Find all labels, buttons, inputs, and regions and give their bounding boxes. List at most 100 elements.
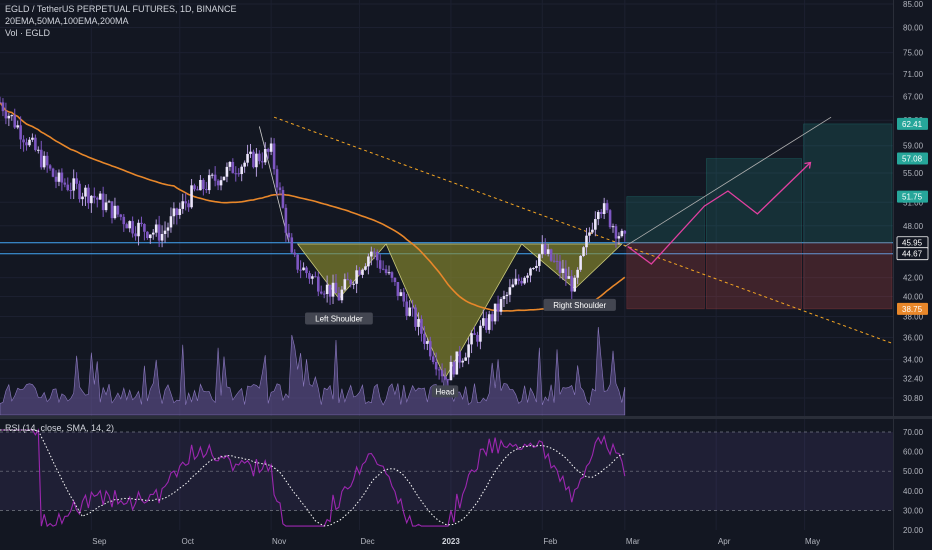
candle-body xyxy=(529,268,532,276)
candle-body xyxy=(101,193,105,211)
candle-body xyxy=(37,149,40,151)
candle-body xyxy=(63,182,67,185)
candle-body xyxy=(502,296,506,300)
candle-body xyxy=(4,111,8,119)
label-text: Right Shoulder xyxy=(553,301,606,310)
candle-body xyxy=(249,151,252,154)
candle-body xyxy=(210,174,214,176)
candle-body xyxy=(95,197,99,200)
candle-body xyxy=(216,180,220,186)
price-axis: 85.0080.0075.0071.0067.0063.0059.0055.00… xyxy=(896,0,929,535)
candle-body xyxy=(614,226,618,239)
vol-legend: Vol · EGLD xyxy=(5,28,51,38)
price-tick-label: 30.80 xyxy=(903,394,924,403)
time-tick-label: May xyxy=(805,537,820,546)
candle-body xyxy=(390,272,394,278)
time-tick-label: Nov xyxy=(272,537,286,546)
candle-body xyxy=(193,185,196,190)
candle-body xyxy=(160,233,164,241)
candle-body xyxy=(599,212,603,215)
candle-body xyxy=(375,251,379,261)
candle-body xyxy=(602,203,606,215)
rsi-tick-label: 40.00 xyxy=(903,487,924,496)
candle-body xyxy=(437,369,441,371)
candle-body xyxy=(405,301,409,316)
candle-body xyxy=(113,205,117,219)
price-badge xyxy=(897,152,928,165)
candle-body xyxy=(57,172,61,182)
candle-body xyxy=(275,169,279,188)
candle-body xyxy=(496,303,500,312)
candle-body xyxy=(470,333,473,345)
candle-body xyxy=(596,212,600,220)
candle-body xyxy=(172,208,176,217)
price-tick-label: 36.00 xyxy=(903,333,924,342)
candle-body xyxy=(231,161,235,174)
candle-body xyxy=(520,280,523,284)
symbol-title: EGLD / TetherUS PERPETUAL FUTURES, 1D, B… xyxy=(5,4,237,14)
candle-body xyxy=(287,232,291,238)
time-tick-label: Feb xyxy=(543,537,557,546)
drop-line xyxy=(258,126,290,243)
candle-body xyxy=(202,179,205,190)
rsi-legend: RSI (14, close, SMA, 14, 2) xyxy=(5,423,115,433)
label-left-shoulder: Left Shoulder xyxy=(305,312,373,325)
uptrend-line xyxy=(624,116,832,247)
candle-body xyxy=(263,148,267,163)
candle-body xyxy=(175,208,179,216)
time-tick-label: Dec xyxy=(360,537,374,546)
candle-body xyxy=(535,265,538,268)
candle-body xyxy=(549,249,553,261)
price-badge-label: 62.41 xyxy=(902,120,923,129)
pattern-labels: Left Shoulder Head Right Shoulder xyxy=(305,298,616,398)
price-badge xyxy=(897,117,928,130)
candle-body xyxy=(240,166,243,175)
candle-body xyxy=(508,287,512,295)
price-badge-label: 45.95 xyxy=(902,239,923,248)
candle-body xyxy=(617,236,621,239)
rsi-tick-label: 30.00 xyxy=(903,506,924,515)
candle-body xyxy=(299,269,302,271)
label-bg xyxy=(305,312,373,325)
candle-body xyxy=(107,201,111,203)
candle-body xyxy=(51,168,55,177)
candle-body xyxy=(393,277,397,283)
target-zone xyxy=(706,158,802,244)
candle-body xyxy=(16,125,19,128)
price-badge xyxy=(896,247,929,261)
rsi-tick-label: 50.00 xyxy=(903,467,924,476)
candle-body xyxy=(358,270,361,275)
price-badge-label: 57.08 xyxy=(902,155,923,164)
candle-body xyxy=(346,279,350,281)
rsi-signal-line xyxy=(0,429,625,527)
candle-body xyxy=(367,256,370,267)
candle-body xyxy=(364,266,367,270)
projection-line xyxy=(627,162,811,265)
candle-body xyxy=(48,165,52,169)
price-tick-label: 40.00 xyxy=(903,293,924,302)
candle-body xyxy=(0,102,2,104)
candle-body xyxy=(458,351,462,363)
price-badge-label: 38.75 xyxy=(902,305,923,314)
price-badge-label: 51.75 xyxy=(902,193,923,202)
candle-body xyxy=(582,247,585,256)
candle-body xyxy=(154,224,158,233)
ma-line xyxy=(0,101,626,312)
time-tick-label: Oct xyxy=(182,537,195,546)
projection-path xyxy=(627,161,812,265)
candle-body xyxy=(31,137,34,140)
price-tick-label: 75.00 xyxy=(903,49,924,58)
candle-body xyxy=(526,275,529,278)
candle-body xyxy=(302,267,305,271)
candle-body xyxy=(222,176,226,181)
candle-body xyxy=(552,260,556,262)
candle-body xyxy=(246,153,249,163)
candle-body xyxy=(576,269,579,278)
candle-body xyxy=(78,183,81,200)
candle-body xyxy=(355,270,358,284)
candle-body xyxy=(281,190,285,208)
candle-body xyxy=(434,361,438,370)
candle-body xyxy=(487,314,491,330)
candle-body xyxy=(187,203,190,208)
